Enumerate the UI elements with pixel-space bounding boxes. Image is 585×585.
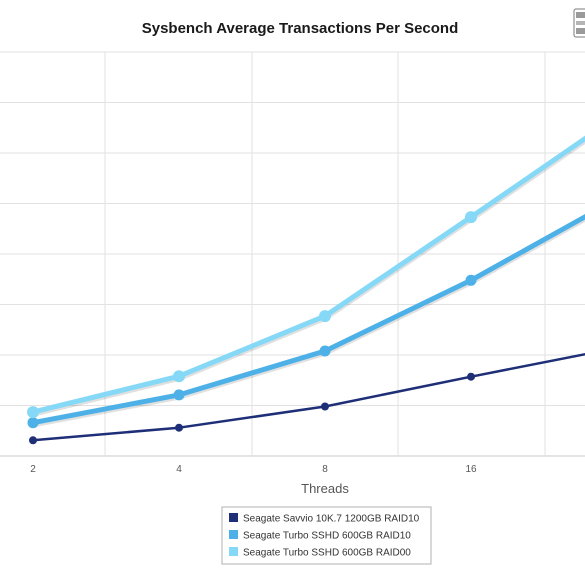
legend-swatch [229,513,238,522]
data-point [175,423,183,432]
data-point [319,345,331,357]
x-tick-label: 2 [30,464,36,475]
x-tick-label: 4 [176,464,182,475]
legend-label: Seagate Turbo SSHD 600GB RAID00 [243,548,411,559]
x-tick-label: 8 [322,464,328,475]
series-lines [27,135,585,445]
x-axis: 2481632 [30,464,477,475]
data-point [465,274,477,286]
series-2 [27,213,585,429]
gridlines [0,51,585,457]
data-point [467,372,475,381]
legend: Seagate Savvio 10K.7 1200GB RAID10 Seagat… [221,506,432,565]
legend-label: Seagate Turbo SSHD 600GB RAID10 [243,531,411,542]
legend-label: Seagate Savvio 10K.7 1200GB RAID10 [243,514,420,525]
data-point [27,417,39,429]
data-point [173,389,185,401]
data-point [173,370,185,383]
data-point [465,211,477,224]
series-3 [27,135,585,419]
data-point [321,402,329,411]
logo-icon [573,8,585,38]
x-tick-label: 16 [465,464,477,475]
legend-swatch [229,547,238,556]
data-point [319,310,331,323]
series-1 [29,352,585,445]
legend-box [221,506,432,565]
data-point [29,436,37,445]
chart-title: Sysbench Average Transactions Per Second [142,20,459,37]
legend-swatch [229,530,238,539]
data-point [27,406,39,419]
x-axis-label: Threads [301,481,349,496]
